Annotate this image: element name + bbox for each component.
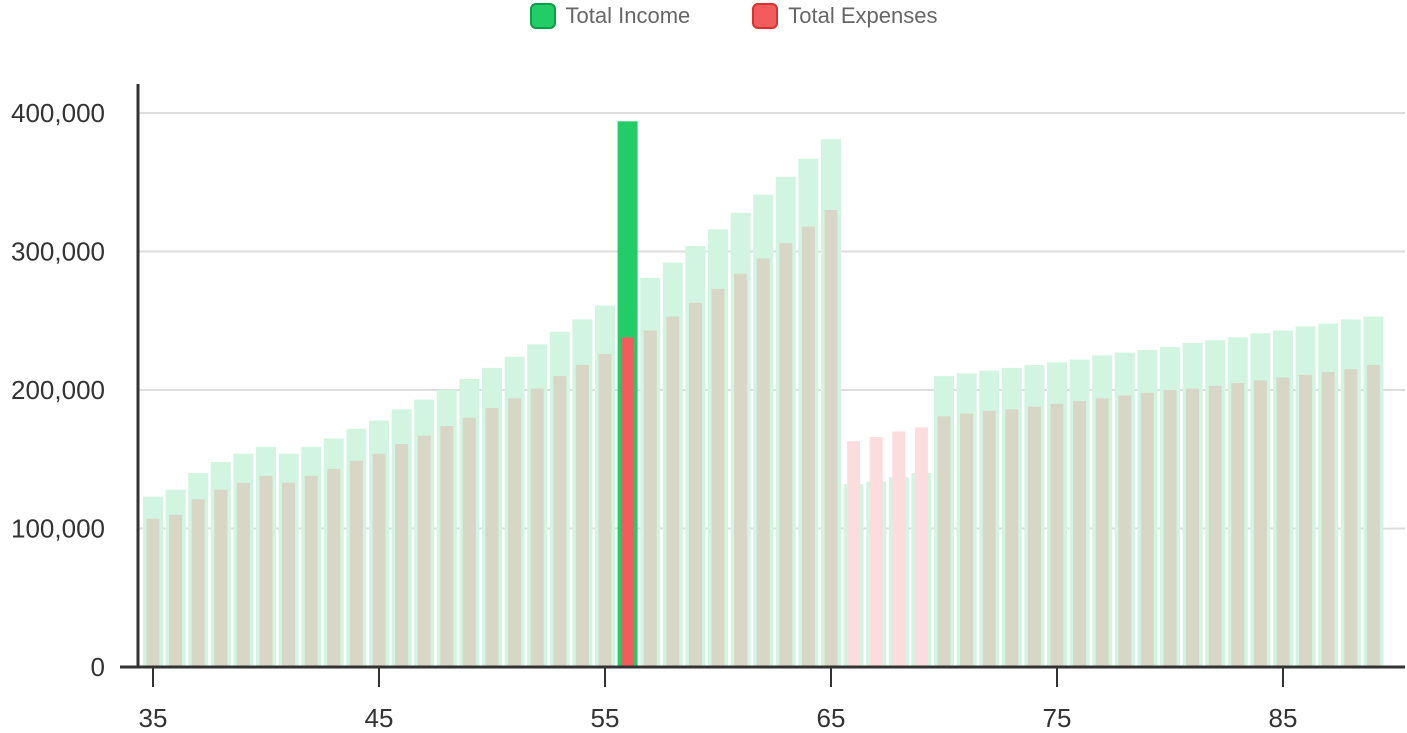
expense-bar[interactable] <box>869 437 883 667</box>
expense-bar[interactable] <box>1095 398 1109 667</box>
expense-bar[interactable] <box>259 475 273 667</box>
expense-bar[interactable] <box>1140 392 1154 667</box>
expense-bar[interactable] <box>146 518 160 667</box>
legend-item-total-expenses[interactable]: Total Expenses <box>752 3 937 29</box>
expense-bar[interactable] <box>462 417 476 667</box>
expense-bar[interactable] <box>304 475 318 667</box>
legend-swatch-income <box>529 3 556 29</box>
expense-bar[interactable] <box>666 316 680 667</box>
expense-bar[interactable] <box>191 499 205 667</box>
expense-bar[interactable] <box>1186 388 1200 667</box>
y-tick-label: 200,000 <box>11 375 105 405</box>
expense-bars <box>146 209 1380 667</box>
y-axis-tick-labels: 0 100,000 200,000 300,000 400,000 <box>11 98 105 682</box>
expense-bar[interactable] <box>1253 380 1267 667</box>
expense-bar[interactable] <box>508 398 522 667</box>
expense-bar[interactable] <box>1163 390 1177 667</box>
expense-bar[interactable] <box>1231 383 1245 667</box>
x-tick-label: 55 <box>591 703 620 733</box>
expense-bar[interactable] <box>282 482 296 667</box>
legend-item-total-income[interactable]: Total Income <box>529 3 691 29</box>
expense-bar[interactable] <box>553 376 567 667</box>
axes <box>120 84 1405 687</box>
expense-bar[interactable] <box>756 258 770 667</box>
expense-bar[interactable] <box>485 408 499 667</box>
expense-bar[interactable] <box>914 427 928 667</box>
y-tick-label: 0 <box>91 652 105 682</box>
legend-label-expenses: Total Expenses <box>788 3 938 28</box>
expense-bar[interactable] <box>643 330 657 667</box>
expense-bar[interactable] <box>417 435 431 667</box>
expense-bar[interactable] <box>349 460 363 667</box>
expense-bar[interactable] <box>1208 385 1222 667</box>
x-tick-label: 35 <box>139 703 168 733</box>
expense-bar[interactable] <box>1005 409 1019 667</box>
expense-bar[interactable] <box>575 365 589 667</box>
expense-bar[interactable] <box>621 337 635 667</box>
expense-bar[interactable] <box>711 288 725 667</box>
legend-label-income: Total Income <box>565 3 691 28</box>
expense-bar[interactable] <box>960 413 974 667</box>
x-tick-label: 75 <box>1043 703 1072 733</box>
expense-bar[interactable] <box>1050 403 1064 667</box>
x-tick-label: 85 <box>1269 703 1298 733</box>
expense-bar[interactable] <box>824 209 838 667</box>
expense-bar[interactable] <box>1118 395 1132 667</box>
expense-bar[interactable] <box>937 416 951 667</box>
expense-bar[interactable] <box>1344 369 1358 667</box>
expense-bar[interactable] <box>1366 365 1380 667</box>
expense-bar[interactable] <box>440 426 454 667</box>
expense-bar[interactable] <box>169 514 183 667</box>
expense-bar[interactable] <box>530 388 544 667</box>
x-tick-label: 45 <box>365 703 394 733</box>
expense-bar[interactable] <box>1027 406 1041 667</box>
expense-bar[interactable] <box>372 453 386 667</box>
expense-bar[interactable] <box>688 302 702 667</box>
expense-bar[interactable] <box>1299 374 1313 667</box>
y-tick-label: 400,000 <box>11 98 105 128</box>
expense-bar[interactable] <box>598 353 612 667</box>
y-tick-label: 300,000 <box>11 237 105 267</box>
expense-bar[interactable] <box>734 273 748 667</box>
expense-bar[interactable] <box>1276 377 1290 667</box>
expense-bar[interactable] <box>1073 401 1087 667</box>
expense-bar[interactable] <box>982 410 996 667</box>
expense-bar[interactable] <box>779 243 793 667</box>
expense-bar[interactable] <box>327 468 341 667</box>
chart-legend: Total Income Total Expenses <box>0 0 1407 32</box>
legend-swatch-expenses <box>752 3 779 29</box>
expense-bar[interactable] <box>892 431 906 667</box>
x-axis-tick-labels: 35 45 55 65 75 85 <box>139 703 1298 733</box>
expense-bar[interactable] <box>1321 371 1335 667</box>
x-tick-label: 65 <box>817 703 846 733</box>
y-tick-label: 100,000 <box>11 514 105 544</box>
expense-bar[interactable] <box>214 489 228 667</box>
expense-bar[interactable] <box>236 482 250 667</box>
expense-bar[interactable] <box>395 444 409 667</box>
expense-bar[interactable] <box>801 226 815 667</box>
expense-bar[interactable] <box>847 441 861 667</box>
